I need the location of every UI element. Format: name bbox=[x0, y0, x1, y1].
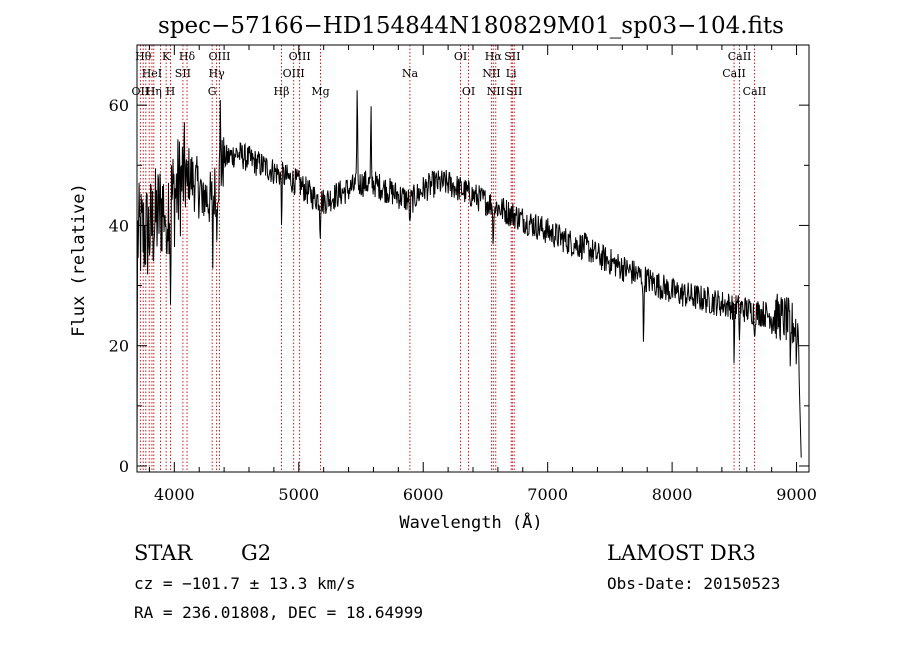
y-tick-label: 20 bbox=[109, 337, 129, 356]
line-label: CaII bbox=[743, 85, 767, 98]
line-label: SII bbox=[506, 85, 522, 98]
x-axis-label: Wavelength (Å) bbox=[399, 511, 542, 533]
line-label: Hδ bbox=[179, 50, 196, 63]
line-label: OIII bbox=[283, 67, 305, 80]
x-tick-label: 4000 bbox=[154, 485, 195, 504]
x-tick-label: 5000 bbox=[278, 485, 319, 504]
line-label: Hθ bbox=[135, 50, 152, 63]
spectral-line-labels: OII Hθ HeI Hη K H SII Hδ G Hγ OIII Hβ OIII OIII Mg Na OI… bbox=[132, 50, 767, 98]
line-label: NII bbox=[482, 67, 500, 80]
line-label: SII bbox=[175, 67, 191, 80]
line-label: OI bbox=[462, 85, 475, 98]
line-label: Hβ bbox=[274, 85, 290, 98]
spectral-line-markers bbox=[139, 45, 755, 472]
line-label: CaII bbox=[722, 67, 746, 80]
line-label: Mg bbox=[311, 85, 329, 98]
line-label: H bbox=[166, 85, 176, 98]
y-tick-label: 40 bbox=[109, 216, 129, 235]
x-axis-ticks: 4000 5000 6000 7000 8000 9000 bbox=[148, 45, 817, 504]
x-tick-label: 9000 bbox=[776, 485, 817, 504]
line-label: CaII bbox=[728, 50, 752, 63]
line-label: HeI bbox=[142, 67, 162, 80]
line-label: K bbox=[162, 50, 171, 63]
survey-name: LAMOST DR3 bbox=[607, 541, 756, 565]
line-label: OI bbox=[454, 50, 467, 63]
line-label: Hα bbox=[485, 50, 503, 63]
line-label: OIII bbox=[208, 50, 230, 63]
object-subclass: G2 bbox=[241, 541, 271, 565]
line-label: SII bbox=[504, 50, 520, 63]
line-label: OII bbox=[132, 85, 150, 98]
chart-title: spec−57166−HD154844N180829M01_sp03−104.f… bbox=[158, 13, 784, 39]
line-label: Li bbox=[506, 67, 517, 80]
x-tick-label: 6000 bbox=[403, 485, 444, 504]
line-label: Hγ bbox=[209, 67, 226, 80]
x-tick-label: 7000 bbox=[527, 485, 568, 504]
y-axis-ticks: 0 20 40 60 bbox=[109, 44, 809, 476]
coordinates: RA = 236.01808, DEC = 18.64999 bbox=[134, 603, 423, 622]
y-tick-label: 60 bbox=[109, 96, 129, 115]
line-label: OIII bbox=[289, 50, 311, 63]
line-label: G bbox=[208, 85, 217, 98]
observation-date: Obs-Date: 20150523 bbox=[607, 574, 780, 593]
line-label: Hη bbox=[146, 85, 162, 98]
plot-frame bbox=[136, 44, 810, 473]
line-label: NII bbox=[487, 85, 505, 98]
object-class: STAR bbox=[134, 541, 193, 565]
spectrum-trace bbox=[136, 90, 802, 466]
y-axis-label: Flux (relative) bbox=[69, 183, 89, 337]
x-tick-label: 8000 bbox=[652, 485, 693, 504]
velocity: cz = −101.7 ± 13.3 km/s bbox=[134, 574, 356, 593]
y-tick-label: 0 bbox=[119, 457, 129, 476]
line-label: Na bbox=[402, 67, 419, 80]
